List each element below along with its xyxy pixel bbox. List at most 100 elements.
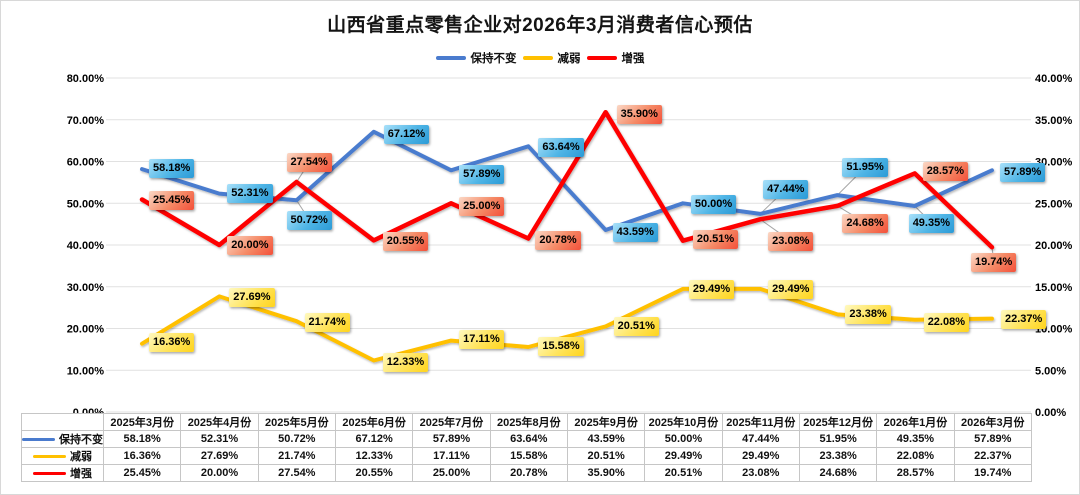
data-label-strengthen-3: 20.55% [382, 232, 429, 252]
left-axis-tick: 70.00% [67, 115, 105, 127]
data-label-unchanged-0: 58.18% [149, 159, 195, 179]
table-col-header-9: 2025年12月份 [798, 413, 878, 431]
series-swatch-icon [33, 471, 66, 475]
data-label-weaken-2: 21.74% [304, 313, 350, 333]
table-cell-strengthen-9: 24.68% [798, 464, 878, 482]
data-label-unchanged-5: 63.64% [538, 138, 584, 158]
data-label-strengthen-8: 23.08% [768, 232, 814, 252]
table-cell-unchanged-6: 43.59% [566, 430, 646, 448]
table-col-header-0: 2025年3月份 [102, 413, 182, 431]
data-label-strengthen-1: 20.00% [227, 236, 273, 255]
data-label-weaken-10: 22.08% [923, 312, 969, 332]
left-axis-tick: 10.00% [67, 365, 105, 377]
table-cell-weaken-8: 29.49% [721, 447, 800, 465]
table-col-header-2: 2025年5月份 [257, 413, 336, 431]
table-row-label-weaken: 减弱 [21, 447, 104, 465]
data-label-weaken-8: 29.49% [768, 279, 814, 299]
chart-legend: 保持不变 减弱 增强 [1, 50, 1079, 66]
data-label-unchanged-8: 47.44% [763, 179, 809, 199]
data-label-unchanged-2: 50.72% [286, 211, 332, 231]
data-label-strengthen-2: 27.54% [286, 153, 332, 173]
right-axis-tick: 15.00% [1035, 282, 1073, 294]
right-axis-tick: 5.00% [1035, 365, 1066, 377]
table-cell-unchanged-0: 58.18% [102, 430, 182, 448]
table-cell-weaken-9: 23.38% [798, 447, 878, 465]
table-cell-unchanged-5: 63.64% [489, 430, 568, 448]
table-cell-weaken-0: 16.36% [102, 447, 182, 465]
table-cell-strengthen-10: 28.57% [876, 464, 955, 482]
data-label-weaken-5: 15.58% [538, 336, 584, 356]
legend-label: 保持不变 [470, 53, 517, 65]
data-label-weaken-6: 20.51% [613, 317, 659, 337]
legend-label: 增强 [621, 53, 645, 65]
table-cell-strengthen-4: 25.00% [412, 464, 491, 482]
data-label-weaken-7: 29.49% [688, 279, 735, 299]
data-label-unchanged-1: 52.31% [227, 183, 273, 203]
table-cell-strengthen-7: 20.51% [644, 464, 723, 482]
table-cell-weaken-3: 12.33% [334, 447, 414, 465]
table-row-weaken: 减弱 16.36% 27.69% 21.74% 12.33% 17.11% 15.58% 20… [21, 447, 1032, 465]
data-label-strengthen-4: 25.00% [459, 197, 505, 217]
table-col-header-5: 2025年8月份 [489, 413, 568, 431]
data-label-strengthen-11: 19.74% [970, 253, 1017, 273]
left-axis-tick: 20.00% [67, 324, 105, 336]
data-label-strengthen-0: 25.45% [149, 191, 195, 211]
right-axis-tick: 25.00% [1035, 198, 1073, 210]
data-label-strengthen-9: 24.68% [842, 213, 888, 233]
data-label-unchanged-11: 57.89% [999, 163, 1046, 183]
legend-item-strengthen[interactable]: 增强 [586, 50, 645, 66]
table-cell-weaken-1: 27.69% [180, 447, 259, 465]
data-label-strengthen-10: 28.57% [922, 162, 968, 182]
table-cell-strengthen-1: 20.00% [180, 464, 259, 482]
data-label-weaken-0: 16.36% [149, 332, 195, 352]
table-col-header-3: 2025年6月份 [334, 413, 414, 431]
legend-item-unchanged[interactable]: 保持不变 [435, 50, 517, 66]
series-swatch-icon [22, 437, 55, 441]
right-axis-tick: 0.00% [1035, 407, 1066, 419]
data-label-weaken-11: 22.37% [1000, 309, 1047, 329]
data-label-strengthen-7: 20.51% [692, 229, 739, 249]
series-line-unchanged [140, 129, 994, 232]
table-cell-unchanged-8: 47.44% [721, 430, 800, 448]
right-axis-tick: 40.00% [1035, 73, 1073, 85]
data-label-unchanged-7: 50.00% [690, 195, 737, 215]
table-row-unchanged: 保持不变 58.18% 52.31% 50.72% 67.12% 57.89% 63.64%… [21, 430, 1032, 448]
left-axis-tick: 50.00% [67, 198, 105, 210]
table-header-row: 2025年3月份 2025年4月份 2025年5月份 2025年6月份 2025年7月份… [21, 413, 1032, 431]
table-cell-strengthen-5: 20.78% [489, 464, 568, 482]
table-col-header-7: 2025年10月份 [644, 413, 723, 431]
table-cell-strengthen-8: 23.08% [721, 464, 800, 482]
series-name: 保持不变 [59, 434, 103, 446]
table-cell-weaken-11: 22.37% [953, 447, 1032, 465]
data-label-strengthen-5: 20.78% [535, 231, 581, 251]
data-label-weaken-3: 12.33% [382, 352, 429, 372]
table-cell-unchanged-3: 67.12% [334, 430, 414, 448]
legend-label: 减弱 [557, 53, 581, 65]
table-col-header-1: 2025年4月份 [180, 413, 259, 431]
series-name: 减弱 [70, 451, 92, 463]
data-label-strengthen-6: 35.90% [616, 105, 662, 125]
table-cell-unchanged-1: 52.31% [180, 430, 259, 448]
table-cell-weaken-2: 21.74% [257, 447, 336, 465]
table-cell-unchanged-10: 49.35% [876, 430, 955, 448]
table-corner-cell [21, 413, 104, 431]
table-cell-unchanged-7: 50.00% [644, 430, 723, 448]
table-row-label-unchanged: 保持不变 [21, 430, 104, 448]
table-cell-unchanged-11: 57.89% [953, 430, 1032, 448]
data-table: 2025年3月份 2025年4月份 2025年5月份 2025年6月份 2025年7月份… [21, 413, 1032, 482]
legend-item-weaken[interactable]: 减弱 [522, 50, 581, 66]
table-col-header-10: 2026年1月份 [876, 413, 955, 431]
left-axis-tick: 80.00% [67, 73, 105, 85]
right-axis-tick: 20.00% [1035, 240, 1073, 252]
data-label-weaken-4: 17.11% [459, 329, 504, 349]
table-cell-strengthen-6: 35.90% [566, 464, 646, 482]
data-label-unchanged-9: 51.95% [842, 158, 888, 178]
data-label-weaken-1: 27.69% [229, 288, 275, 308]
left-axis-tick: 60.00% [67, 157, 105, 169]
table-row-label-strengthen: 增强 [21, 464, 104, 482]
table-cell-unchanged-4: 57.89% [412, 430, 491, 448]
data-label-unchanged-6: 43.59% [612, 223, 658, 242]
table-row-strengthen: 增强 25.45% 20.00% 27.54% 20.55% 25.00% 20.78% 35… [21, 464, 1032, 482]
table-cell-weaken-5: 15.58% [489, 447, 568, 465]
right-axis-tick: 35.00% [1035, 115, 1073, 127]
